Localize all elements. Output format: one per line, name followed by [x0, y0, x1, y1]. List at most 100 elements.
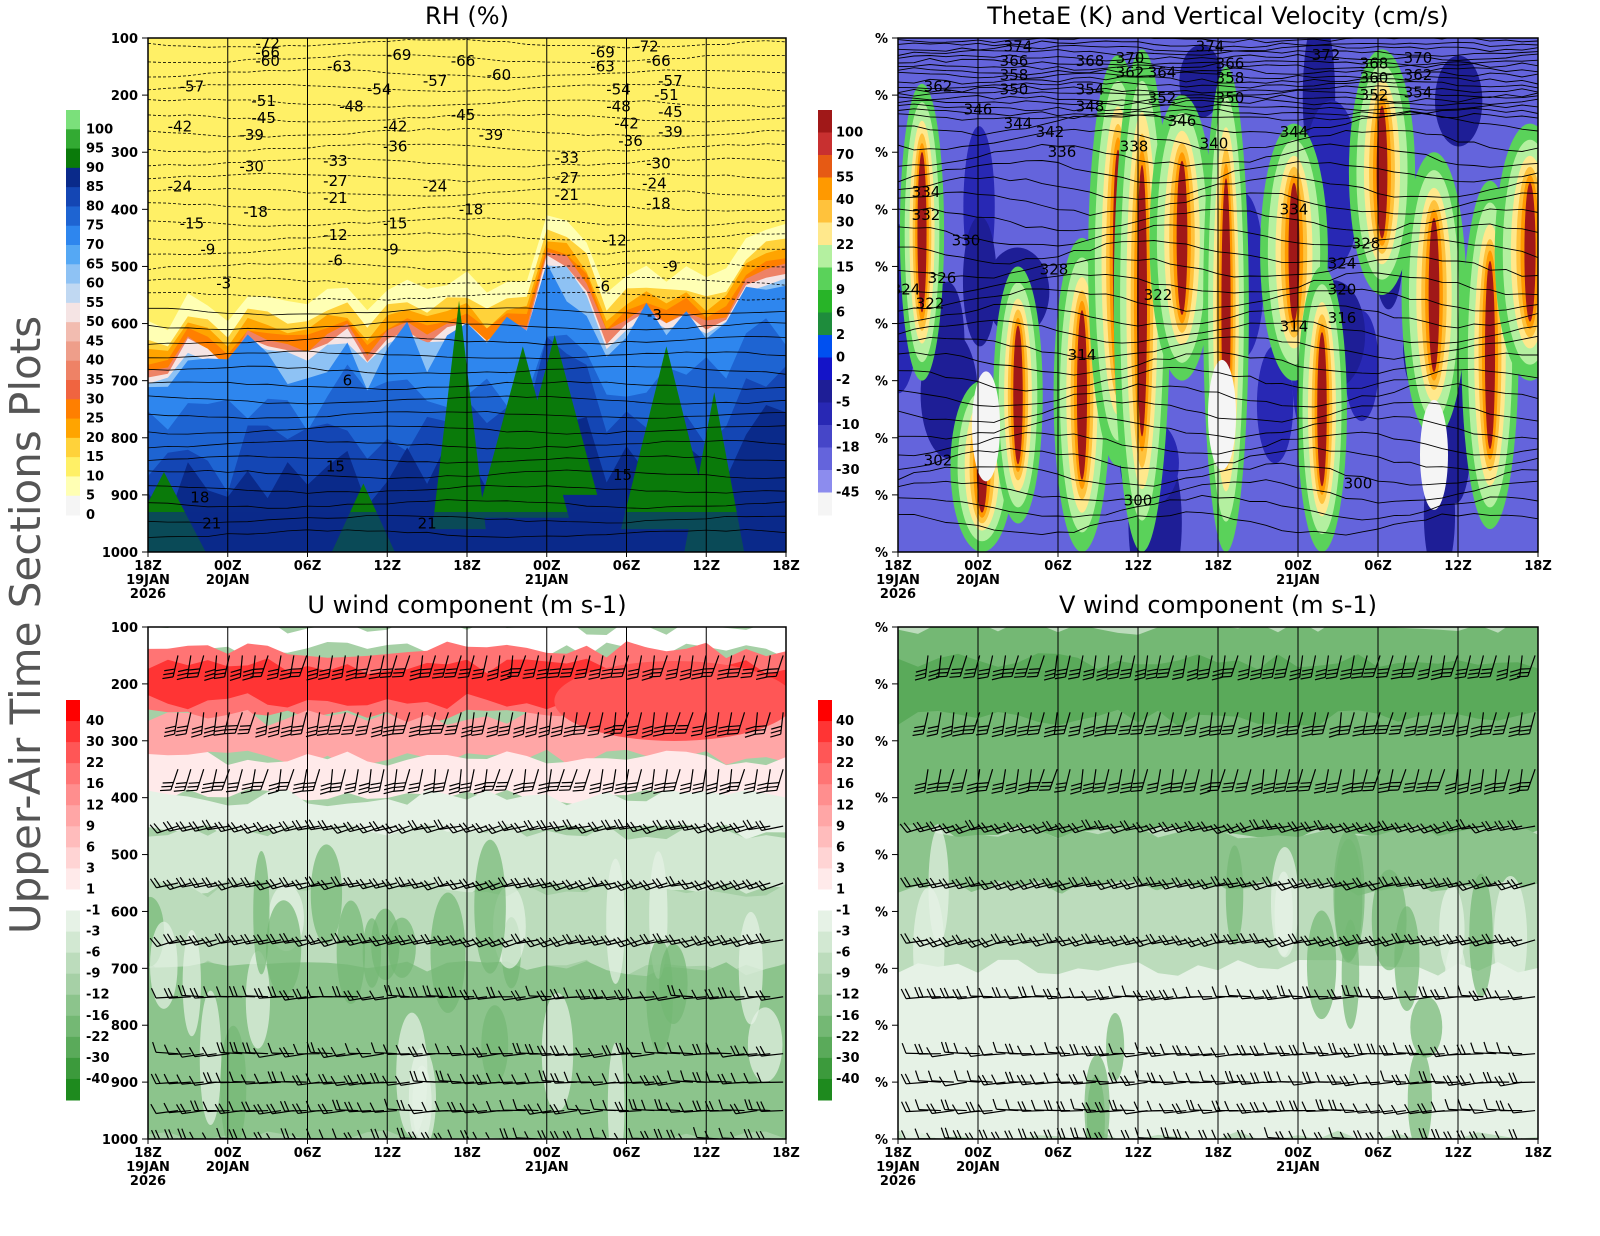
wind-barb	[510, 933, 539, 945]
wind-barb	[150, 1073, 179, 1085]
colorbar-swatch	[818, 245, 832, 268]
wind-barb	[601, 769, 617, 795]
wind-barb	[1375, 712, 1394, 735]
colorbar-label: 70	[86, 238, 104, 253]
wind-barb	[152, 1041, 178, 1055]
wind-barb	[1439, 655, 1459, 678]
wind-barb	[601, 1129, 629, 1139]
contour-label: -6	[595, 277, 610, 295]
colorbar-swatch	[818, 700, 832, 722]
wind-barb	[1158, 1074, 1187, 1086]
contour-label: 15	[326, 457, 345, 475]
wind-barb	[1106, 936, 1135, 947]
panel-title: V wind component (m s-1)	[1059, 591, 1377, 619]
wind-barb	[381, 878, 410, 890]
wind-barb	[1285, 769, 1304, 793]
contour-label: 360	[1360, 69, 1389, 87]
wind-barb	[1186, 655, 1200, 681]
wind-barb	[1081, 1102, 1109, 1113]
wind-barb	[317, 819, 346, 831]
wind-barb	[507, 655, 527, 678]
rh-band	[432, 300, 486, 530]
wind-barb	[1364, 880, 1394, 891]
wind-barb	[163, 987, 191, 999]
wind-barb	[1456, 1044, 1484, 1056]
colorbar-label: -22	[836, 1030, 860, 1045]
v_wind-field	[898, 627, 1538, 1139]
wind-barb	[548, 936, 578, 948]
wind-barb	[1196, 879, 1226, 890]
wind-barb	[149, 936, 179, 948]
colorbar-swatch	[818, 973, 832, 996]
wind-barb	[640, 1099, 668, 1112]
vv-band	[1420, 399, 1448, 510]
wind-barb	[512, 712, 527, 738]
wind-barb	[1249, 655, 1265, 681]
wind-barb	[344, 1101, 372, 1113]
y-tick-label: %	[875, 146, 888, 161]
wind-barb	[342, 935, 372, 946]
wind-barb	[1236, 1103, 1264, 1114]
x-date-label: 20JAN	[206, 1160, 250, 1175]
colorbar-label: -1	[86, 904, 100, 919]
wind-band	[310, 844, 343, 944]
wind-barb	[1119, 655, 1136, 680]
x-date-label: 20JAN	[956, 1160, 1000, 1175]
wind-barb	[1081, 876, 1109, 888]
wind-barb	[1082, 655, 1097, 681]
contour-label: -66	[646, 52, 671, 70]
wind-barb	[692, 1043, 719, 1055]
wind-band	[1493, 875, 1528, 1000]
colorbar-swatch	[66, 437, 80, 458]
contour-label: -45	[451, 106, 476, 124]
wind-barb	[357, 1129, 385, 1139]
colorbar-label: 80	[86, 199, 104, 214]
contour-label: -21	[554, 186, 579, 204]
wind-barb	[936, 655, 955, 678]
wind-barb	[626, 821, 655, 833]
contour-label: -9	[663, 257, 678, 275]
wind-barb	[1030, 1044, 1058, 1056]
wind-barb	[1337, 712, 1355, 736]
wind-barb	[1094, 1101, 1122, 1113]
wind-barb	[458, 878, 488, 889]
colorbar-label: 3	[836, 861, 845, 876]
wind-barb	[213, 712, 231, 736]
wind-barb	[368, 655, 385, 680]
wind-barb	[472, 1131, 500, 1139]
wind-barb	[382, 712, 398, 737]
contour-label: -24	[423, 177, 448, 195]
colorbar-swatch	[66, 742, 80, 764]
wind-barb	[575, 988, 603, 1000]
colorbar-label: 45	[86, 334, 104, 349]
wind-barb	[1365, 988, 1394, 1000]
u_wind-field	[148, 627, 786, 1139]
wind-barb	[177, 984, 204, 998]
colorbar-label: 70	[836, 148, 854, 163]
wind-barb	[1262, 989, 1290, 1001]
wind-barb	[317, 1047, 346, 1059]
wind-barb	[485, 1132, 513, 1139]
colorbar-label: -6	[86, 946, 100, 961]
wind-barb	[471, 712, 488, 737]
colorbar-swatch	[818, 447, 832, 471]
wind-barb	[1404, 1073, 1432, 1085]
wind-barb	[536, 877, 565, 889]
wind-barb	[203, 712, 218, 738]
x-date-label: 19JAN	[126, 573, 170, 588]
y-tick-label: 700	[111, 962, 138, 977]
plot-frame	[147, 626, 787, 1140]
contour-label: 354	[1076, 80, 1105, 98]
temperature-contour	[148, 54, 786, 64]
colorbar-label: 95	[86, 142, 104, 157]
wind-barb	[392, 769, 411, 792]
wind-barb	[559, 655, 578, 678]
wind-barb	[267, 712, 282, 738]
wind-barb	[765, 655, 784, 678]
colorbar-label: 30	[86, 735, 104, 750]
wind-band	[336, 900, 366, 1005]
wind-barb	[162, 879, 192, 891]
wind-barb	[1119, 769, 1136, 794]
x-tick-label: 18Z	[453, 1146, 481, 1161]
